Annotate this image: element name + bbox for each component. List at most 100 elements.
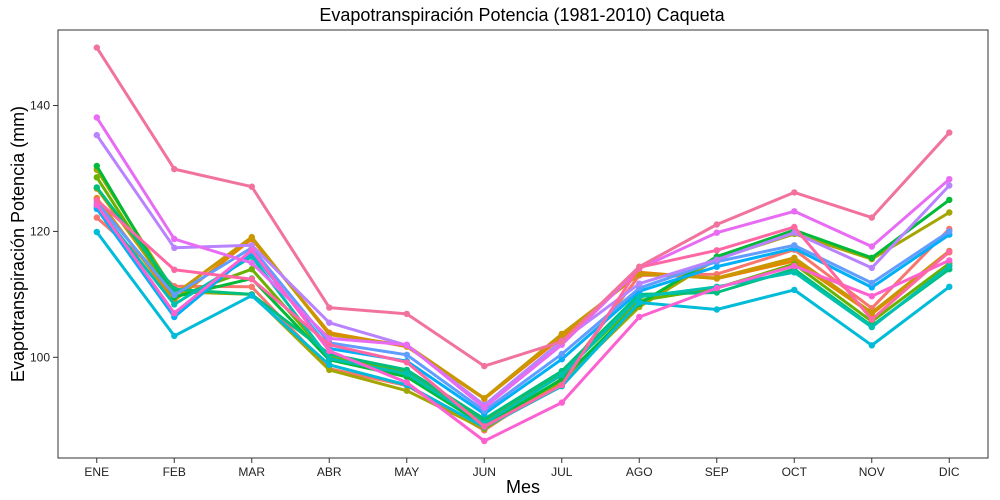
data-point: [713, 306, 720, 313]
data-point: [326, 355, 333, 362]
data-point: [791, 208, 798, 215]
data-point: [481, 362, 488, 370]
data-point: [171, 291, 178, 299]
data-point: [171, 301, 178, 308]
series-line: [95, 203, 951, 443]
series-layer: [93, 44, 953, 445]
data-point: [171, 165, 178, 173]
data-point: [791, 242, 798, 249]
data-point: [248, 259, 255, 267]
chart-title: Evapotranspiración Potencia (1981-2010) …: [319, 5, 725, 25]
data-point: [248, 283, 255, 290]
data-point: [558, 356, 565, 363]
data-point: [713, 263, 720, 270]
data-point: [946, 209, 953, 216]
data-point: [93, 228, 101, 236]
data-point: [791, 254, 798, 261]
series-line: [95, 133, 951, 407]
data-point: [636, 299, 643, 306]
data-point: [93, 201, 101, 209]
data-point: [946, 176, 953, 183]
data-point: [248, 266, 255, 273]
data-point: [326, 335, 333, 342]
data-point: [326, 347, 333, 355]
x-tick-label: AGO: [626, 465, 653, 479]
data-point: [171, 332, 178, 340]
data-point: [791, 189, 798, 196]
data-point: [713, 221, 720, 228]
data-point: [868, 243, 875, 250]
x-tick-label: MAY: [394, 465, 419, 479]
data-point: [636, 263, 643, 270]
series-line: [95, 198, 951, 428]
x-tick-label: SEP: [705, 465, 729, 479]
data-point: [481, 423, 488, 430]
y-tick-label: 140: [30, 99, 50, 113]
data-point: [558, 330, 565, 338]
data-point: [946, 228, 953, 235]
data-point: [713, 289, 720, 296]
x-axis-title: Mes: [506, 477, 540, 497]
x-tick-label: JUL: [551, 465, 573, 479]
data-point: [93, 44, 101, 51]
data-point: [93, 196, 101, 204]
data-point: [93, 131, 101, 139]
data-point: [713, 256, 720, 263]
series-line: [95, 164, 951, 427]
y-axis-title: Evapotranspiración Potencia (mm): [8, 106, 28, 382]
data-point: [868, 342, 875, 349]
data-point: [946, 248, 953, 255]
data-point: [93, 214, 101, 221]
data-point: [868, 279, 875, 287]
data-point: [946, 262, 953, 270]
data-point: [481, 437, 488, 445]
data-point: [403, 341, 410, 348]
data-point: [946, 196, 953, 204]
x-tick-label: JUN: [473, 465, 496, 479]
data-point: [636, 313, 643, 321]
x-tick-label: MAR: [238, 465, 265, 479]
data-point: [403, 387, 410, 394]
data-point: [326, 341, 333, 348]
data-point: [868, 293, 875, 300]
data-point: [791, 286, 798, 294]
data-point: [93, 114, 101, 121]
data-point: [93, 174, 101, 181]
data-point: [868, 284, 875, 291]
data-point: [636, 280, 643, 287]
data-point: [326, 319, 333, 326]
data-point: [713, 247, 720, 254]
series-16: [93, 44, 953, 370]
data-point: [791, 269, 798, 276]
data-point: [558, 350, 565, 358]
x-tick-label: NOV: [859, 465, 885, 479]
series-line: [95, 207, 951, 416]
data-point: [248, 233, 255, 241]
data-point: [558, 371, 565, 379]
y-tick-label: 120: [30, 224, 50, 238]
data-point: [636, 293, 643, 301]
x-tick-label: OCT: [782, 465, 808, 479]
data-point: [326, 366, 333, 374]
series-line: [95, 175, 951, 423]
data-point: [558, 338, 565, 345]
data-point: [171, 310, 178, 317]
data-point: [558, 399, 565, 406]
data-point: [946, 129, 953, 136]
data-point: [791, 262, 798, 270]
data-point: [868, 214, 875, 221]
axis-layer: ENE FEB MAR ABR MAY JUN JUL AGO SEP OCT NOV DIC 100 1…: [30, 99, 960, 479]
data-point: [248, 292, 255, 299]
data-point: [403, 379, 410, 386]
data-point: [868, 309, 875, 316]
series-line: [95, 201, 951, 413]
data-point: [868, 264, 875, 272]
data-point: [403, 310, 410, 318]
x-tick-label: ABR: [317, 465, 342, 479]
data-point: [713, 274, 720, 282]
data-point: [481, 404, 488, 411]
data-point: [326, 304, 333, 311]
x-tick-label: FEB: [163, 465, 186, 479]
data-point: [868, 323, 875, 331]
data-point: [403, 370, 410, 377]
